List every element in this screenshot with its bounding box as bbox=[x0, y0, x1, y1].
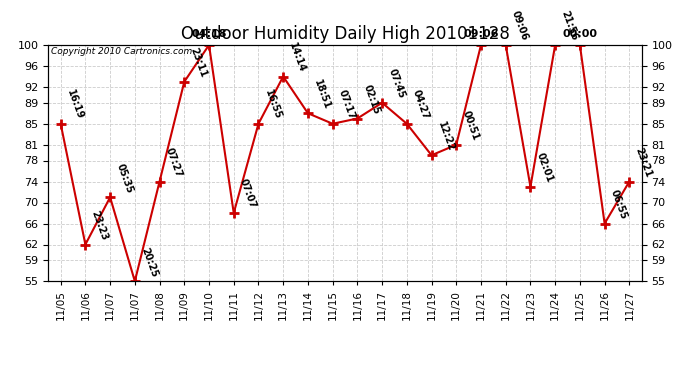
Text: 14:14: 14:14 bbox=[287, 41, 307, 74]
Text: 07:27: 07:27 bbox=[164, 146, 184, 179]
Text: 04:18: 04:18 bbox=[191, 30, 227, 39]
Text: 07:07: 07:07 bbox=[238, 178, 258, 210]
Text: 23:21: 23:21 bbox=[633, 146, 653, 179]
Text: 04:27: 04:27 bbox=[411, 88, 431, 121]
Text: 20:25: 20:25 bbox=[139, 246, 159, 279]
Text: 23:11: 23:11 bbox=[188, 46, 208, 79]
Text: 16:19: 16:19 bbox=[65, 88, 85, 121]
Text: 07:45: 07:45 bbox=[386, 68, 406, 100]
Text: 06:55: 06:55 bbox=[609, 188, 629, 221]
Text: 21:56: 21:56 bbox=[560, 10, 580, 42]
Title: Outdoor Humidity Daily High 20101128: Outdoor Humidity Daily High 20101128 bbox=[181, 26, 509, 44]
Text: 16:55: 16:55 bbox=[263, 88, 283, 121]
Text: Copyright 2010 Cartronics.com: Copyright 2010 Cartronics.com bbox=[51, 47, 193, 56]
Text: 09:06: 09:06 bbox=[463, 30, 499, 39]
Text: 05:35: 05:35 bbox=[115, 162, 135, 195]
Text: 18:51: 18:51 bbox=[312, 78, 332, 111]
Text: 09:06: 09:06 bbox=[510, 10, 530, 42]
Text: 23:23: 23:23 bbox=[90, 209, 110, 242]
Text: 00:51: 00:51 bbox=[460, 110, 480, 142]
Text: 07:17: 07:17 bbox=[337, 88, 357, 121]
Text: 02:15: 02:15 bbox=[362, 83, 382, 116]
Text: 02:01: 02:01 bbox=[535, 152, 555, 184]
Text: 00:00: 00:00 bbox=[562, 30, 598, 39]
Text: 12:22: 12:22 bbox=[435, 120, 455, 153]
